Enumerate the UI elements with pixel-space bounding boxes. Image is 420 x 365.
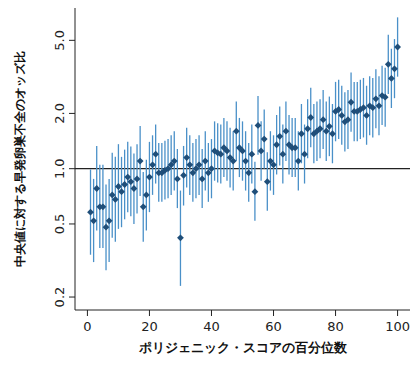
point bbox=[199, 175, 206, 182]
point bbox=[360, 104, 367, 111]
point bbox=[258, 147, 265, 154]
point bbox=[329, 130, 336, 137]
point bbox=[283, 128, 290, 135]
x-tick bbox=[273, 310, 274, 316]
point bbox=[301, 151, 308, 158]
point bbox=[270, 161, 277, 168]
x-tick bbox=[397, 310, 398, 316]
point bbox=[134, 175, 141, 182]
point bbox=[93, 185, 100, 192]
point bbox=[385, 61, 392, 68]
chart: 0 20 40 60 80 100 0.2 0.5 1.0 2.0 5.0 ポリジェニック・スコアの百… bbox=[0, 0, 420, 365]
point bbox=[320, 116, 327, 123]
point bbox=[146, 174, 153, 181]
point bbox=[143, 191, 150, 198]
x-tick-label: 0 bbox=[83, 319, 91, 334]
point bbox=[183, 154, 190, 161]
point bbox=[103, 224, 110, 231]
y-axis-label: 中央値に対する早発卵巣不全のオッズ比 bbox=[13, 51, 27, 267]
point bbox=[338, 112, 345, 119]
point bbox=[369, 104, 376, 111]
point bbox=[152, 151, 159, 158]
point bbox=[230, 158, 237, 165]
x-tick bbox=[149, 310, 150, 316]
point bbox=[118, 188, 125, 195]
point bbox=[196, 161, 203, 168]
y-tick bbox=[69, 297, 75, 298]
point bbox=[245, 169, 252, 176]
point bbox=[307, 114, 314, 121]
point bbox=[248, 151, 255, 158]
point bbox=[295, 158, 302, 165]
y-tick-label: 0.5 bbox=[52, 214, 67, 235]
y-tick bbox=[69, 113, 75, 114]
point bbox=[115, 183, 122, 190]
point bbox=[388, 75, 395, 82]
point bbox=[127, 178, 134, 185]
x-tick-label: 40 bbox=[203, 319, 220, 334]
plot-area bbox=[75, 17, 410, 286]
point bbox=[217, 151, 224, 158]
point bbox=[242, 158, 249, 165]
point bbox=[140, 203, 147, 210]
y-tick-label: 1.0 bbox=[52, 158, 67, 179]
point bbox=[149, 161, 156, 168]
point bbox=[391, 65, 398, 72]
point bbox=[90, 217, 97, 224]
point bbox=[304, 125, 311, 132]
point bbox=[292, 144, 299, 151]
point bbox=[224, 147, 231, 154]
point bbox=[208, 165, 215, 172]
point bbox=[100, 203, 107, 210]
x-tick-label: 80 bbox=[327, 319, 344, 334]
point bbox=[121, 181, 128, 188]
point bbox=[180, 172, 187, 179]
point bbox=[112, 196, 119, 203]
point bbox=[137, 158, 144, 165]
point bbox=[171, 158, 178, 165]
point bbox=[335, 106, 342, 113]
point bbox=[264, 178, 271, 185]
point bbox=[276, 133, 283, 140]
x-axis-line bbox=[75, 310, 410, 311]
y-tick bbox=[69, 223, 75, 224]
y-tick bbox=[69, 40, 75, 41]
point bbox=[376, 102, 383, 109]
y-tick-label: 2.0 bbox=[52, 103, 67, 124]
point bbox=[261, 136, 268, 143]
point bbox=[239, 147, 246, 154]
y-tick-label: 0.2 bbox=[52, 287, 67, 308]
point bbox=[326, 123, 333, 130]
point bbox=[177, 234, 184, 241]
point bbox=[348, 99, 355, 106]
point bbox=[233, 128, 240, 135]
y-tick bbox=[69, 168, 75, 169]
x-tick bbox=[335, 310, 336, 316]
point bbox=[202, 158, 209, 165]
point bbox=[174, 175, 181, 182]
point bbox=[363, 112, 370, 119]
point bbox=[382, 94, 389, 101]
x-axis-label: ポリジェニック・スコアの百分位数 bbox=[138, 340, 348, 355]
y-axis-line bbox=[75, 8, 76, 310]
point bbox=[87, 209, 94, 216]
x-tick-label: 20 bbox=[141, 319, 158, 334]
x-tick-label: 60 bbox=[265, 319, 282, 334]
point bbox=[317, 125, 324, 132]
point bbox=[279, 151, 286, 158]
x-tick-label: 100 bbox=[385, 319, 410, 334]
point bbox=[273, 141, 280, 148]
point bbox=[255, 122, 262, 129]
y-tick-label: 5.0 bbox=[52, 30, 67, 51]
point bbox=[298, 130, 305, 137]
x-tick bbox=[87, 310, 88, 316]
point bbox=[394, 44, 401, 51]
point bbox=[252, 188, 259, 195]
point bbox=[106, 217, 113, 224]
point bbox=[345, 116, 352, 123]
point bbox=[131, 185, 138, 192]
x-tick bbox=[211, 310, 212, 316]
point bbox=[186, 161, 193, 168]
point bbox=[372, 95, 379, 102]
